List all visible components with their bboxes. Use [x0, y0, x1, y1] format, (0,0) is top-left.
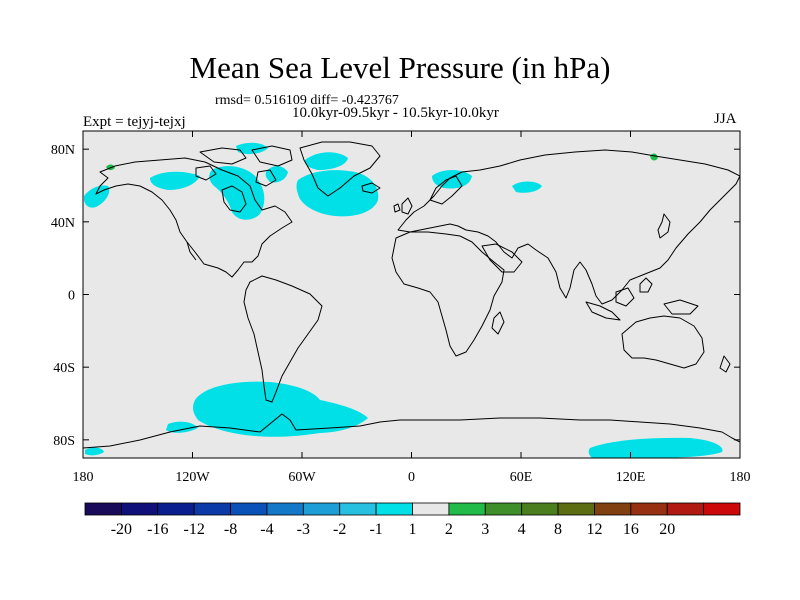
colorbar-swatch: [230, 502, 268, 516]
colorbar-swatch: [193, 502, 231, 516]
coastline: [391, 231, 505, 357]
colorbar-label: -8: [224, 521, 237, 538]
coastline: [199, 147, 247, 165]
lat-tick-label: 40N: [51, 216, 75, 231]
lon-tick-label: 0: [408, 470, 415, 485]
colorbar-swatch: [266, 502, 304, 516]
lat-tick-label: 80N: [51, 143, 75, 158]
period-line: 10.0kyr-09.5kyr - 10.5kyr-10.0kyr: [292, 105, 499, 121]
map-axes: 80N 40N 0 40S 80S 180 120W 60W 0 60E 120E 180: [51, 131, 751, 485]
lon-tick-label: 180: [730, 470, 751, 485]
lon-tick-label: 60W: [288, 470, 316, 485]
coastline: [491, 311, 505, 335]
colorbar-label: 16: [623, 521, 639, 538]
colorbar-swatch: [521, 502, 559, 516]
map-title: Mean Sea Level Pressure (in hPa): [189, 50, 611, 85]
coastline: [95, 157, 293, 278]
lat-tick-label: 80S: [53, 434, 75, 449]
colorbar-swatch: [412, 502, 450, 516]
lat-tick-label: 40S: [53, 361, 75, 376]
colorbar-label: 12: [586, 521, 602, 538]
coastline: [401, 197, 413, 215]
anomaly-region: [193, 381, 368, 437]
coastline: [83, 413, 740, 449]
colorbar-label: 2: [445, 521, 453, 538]
coastline: [255, 169, 277, 187]
coastline: [719, 355, 731, 373]
coastline: [186, 241, 197, 261]
coastline: [299, 141, 381, 197]
anomaly-region: [209, 166, 265, 220]
coastline: [615, 287, 635, 307]
coastline: [621, 315, 705, 369]
season-label: JJA: [714, 111, 737, 127]
colorbar-swatch: [375, 502, 413, 516]
coastline: [585, 301, 621, 321]
colorbar-swatch: [302, 502, 341, 516]
colorbar-swatch: [448, 502, 486, 516]
lat-tick-label: 0: [68, 289, 75, 304]
anomaly-region: [512, 181, 542, 193]
plot-background: [83, 131, 740, 458]
lon-tick-label: 180: [73, 470, 94, 485]
anomaly-region: [432, 170, 472, 189]
colorbar-swatch: [484, 502, 523, 516]
colorbar-label: 4: [518, 521, 526, 538]
lon-tick-label: 60E: [510, 470, 533, 485]
anomaly-region: [304, 152, 348, 170]
coastline: [361, 182, 381, 194]
coastline: [481, 243, 523, 273]
coastline: [429, 175, 463, 205]
colorbar-label: 20: [659, 521, 675, 538]
coastline: [397, 149, 740, 305]
colorbar-swatch: [157, 502, 195, 516]
colorbar-label: -2: [333, 521, 346, 538]
colorbar-label: 8: [554, 521, 562, 538]
plot-frame: [82, 130, 741, 459]
coastlines: [83, 141, 740, 449]
coastline: [195, 165, 217, 181]
colorbar-swatch: [594, 502, 632, 516]
colorbar-label: 3: [481, 521, 489, 538]
coastline: [639, 277, 653, 293]
anomaly-region: [85, 447, 104, 456]
colorbar-label: -12: [184, 521, 205, 538]
anomaly-region: [150, 171, 200, 190]
colorbar-label: -1: [369, 521, 382, 538]
colorbar-swatch: [666, 502, 705, 516]
colorbar-label: -20: [111, 521, 132, 538]
anomaly-region: [296, 170, 379, 217]
colorbar-swatch: [120, 502, 159, 516]
anomaly-region: [236, 142, 268, 155]
colorbar-swatch: [339, 502, 377, 516]
colorbar-swatch: [84, 502, 122, 516]
coastline: [663, 299, 699, 315]
coastline: [657, 213, 671, 239]
anomaly-region: [588, 437, 723, 458]
colorbar-label: -3: [297, 521, 310, 538]
coastline: [243, 275, 323, 403]
anomaly-region: [166, 421, 198, 433]
colorbar-swatch: [630, 502, 668, 516]
colorbar-label: -4: [260, 521, 273, 538]
stats-line: rmsd= 0.516109 diff= -0.423767: [215, 93, 399, 108]
colorbar-swatch: [703, 502, 741, 516]
colorbar-swatch: [557, 502, 595, 516]
coastline: [393, 203, 401, 213]
lon-tick-label: 120E: [616, 470, 646, 485]
lon-tick-label: 120W: [175, 470, 210, 485]
colorbar-label: -16: [147, 521, 168, 538]
colorbar-label: 1: [409, 521, 417, 538]
coastline: [251, 145, 293, 167]
colorbar: -20 -16 -12 -8 -4 -3 -2 -1 1 2 3 4 8 12 16 20: [84, 502, 741, 538]
anomaly-region: [265, 166, 288, 183]
anomaly-layer: [84, 142, 723, 458]
coastline: [221, 185, 247, 213]
experiment-label: Expt = tejyj-tejxj: [83, 114, 186, 130]
